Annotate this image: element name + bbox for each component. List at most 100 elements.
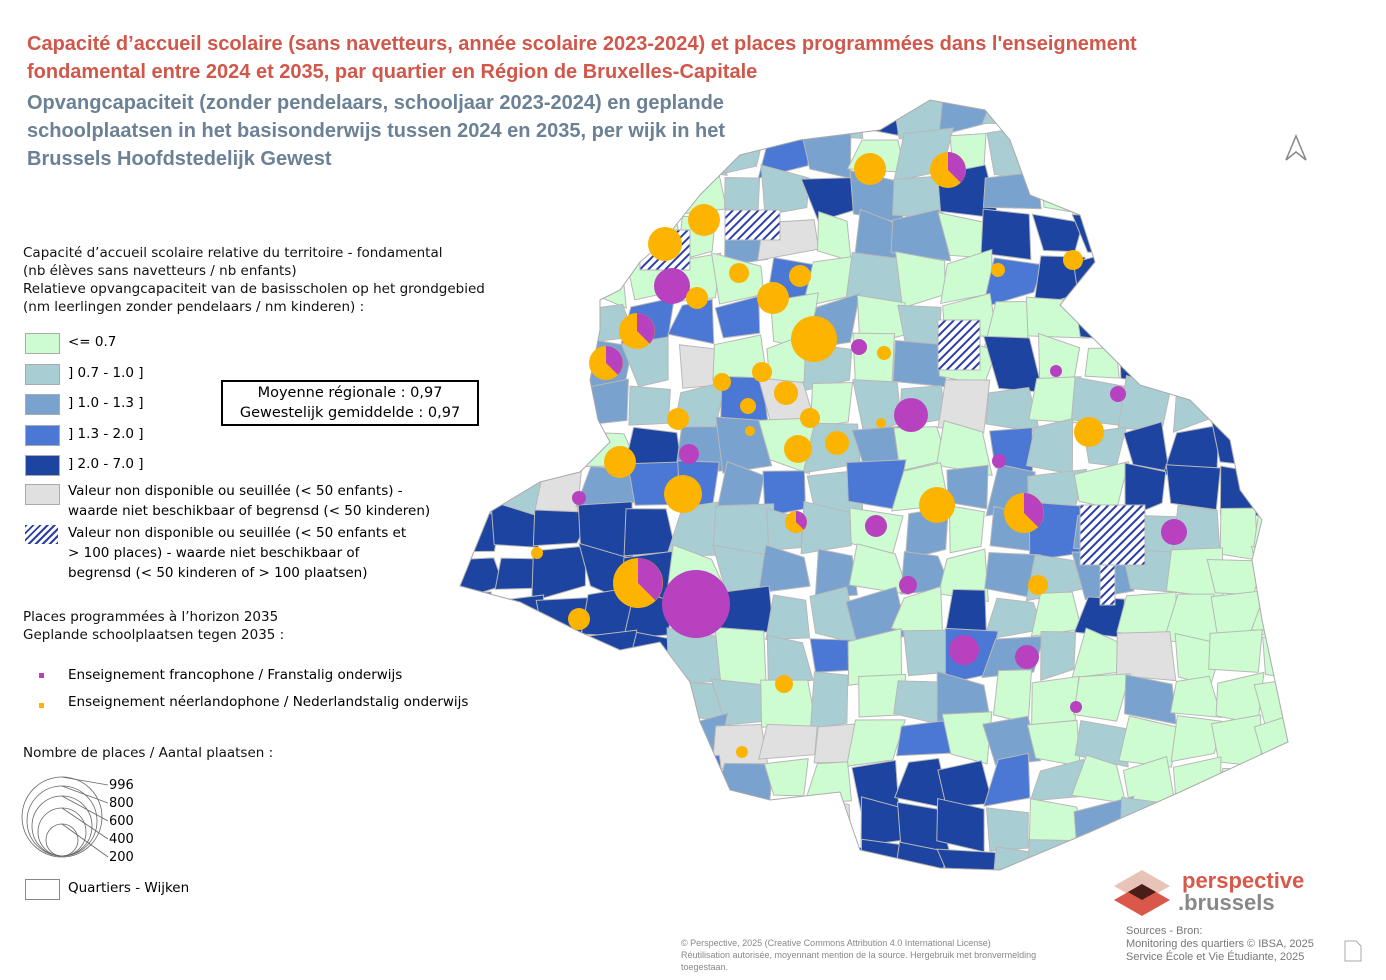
quartier[interactable] bbox=[578, 166, 628, 214]
quartier[interactable] bbox=[1205, 122, 1263, 172]
quartier[interactable] bbox=[447, 416, 498, 466]
quartier[interactable] bbox=[800, 500, 863, 555]
places-circle-nl[interactable] bbox=[1028, 575, 1048, 595]
quartier[interactable] bbox=[1073, 673, 1131, 722]
quartier[interactable] bbox=[575, 256, 627, 309]
quartier[interactable] bbox=[986, 124, 1037, 181]
quartier[interactable] bbox=[1115, 631, 1177, 682]
quartier[interactable] bbox=[1210, 82, 1263, 134]
quartier[interactable] bbox=[533, 463, 583, 514]
quartier[interactable] bbox=[1208, 176, 1258, 215]
quartier[interactable] bbox=[1125, 177, 1175, 224]
quartier[interactable] bbox=[765, 807, 816, 850]
quartier[interactable] bbox=[860, 838, 903, 885]
quartier[interactable] bbox=[1074, 130, 1123, 171]
quartier[interactable] bbox=[486, 416, 545, 478]
quartier[interactable] bbox=[531, 545, 587, 603]
quartier[interactable] bbox=[1262, 125, 1312, 181]
quartier[interactable] bbox=[623, 508, 677, 557]
quartier[interactable] bbox=[451, 169, 498, 215]
places-circle-nl[interactable] bbox=[919, 487, 955, 523]
quartier[interactable] bbox=[487, 290, 537, 348]
quartier[interactable] bbox=[442, 85, 495, 140]
quartier[interactable] bbox=[667, 805, 729, 852]
quartier[interactable] bbox=[1262, 292, 1305, 348]
quartier[interactable] bbox=[489, 175, 545, 210]
quartier[interactable] bbox=[488, 259, 540, 301]
places-circle-nl[interactable] bbox=[825, 431, 849, 455]
quartier[interactable] bbox=[903, 629, 953, 677]
quartier[interactable] bbox=[1214, 382, 1260, 419]
quartier[interactable] bbox=[626, 723, 676, 758]
quartier[interactable] bbox=[1255, 377, 1300, 429]
places-circle-nl[interactable] bbox=[740, 398, 756, 414]
quartier[interactable] bbox=[805, 95, 864, 140]
quartier[interactable] bbox=[533, 758, 584, 804]
quartier[interactable] bbox=[817, 211, 852, 262]
quartier[interactable] bbox=[1026, 839, 1088, 890]
quartier[interactable] bbox=[493, 669, 545, 718]
quartier[interactable] bbox=[1250, 587, 1302, 633]
quartier[interactable] bbox=[492, 760, 546, 813]
quartier[interactable] bbox=[441, 557, 505, 601]
quartier[interactable] bbox=[1124, 263, 1178, 310]
places-circle-nl[interactable] bbox=[774, 381, 798, 405]
places-circle-nl[interactable] bbox=[757, 282, 789, 314]
quartier[interactable] bbox=[532, 82, 594, 142]
places-circle-nl[interactable] bbox=[854, 153, 886, 185]
quartier[interactable] bbox=[1256, 471, 1311, 509]
quartier[interactable] bbox=[715, 416, 773, 474]
places-circle-nl[interactable] bbox=[1074, 417, 1104, 447]
quartier[interactable] bbox=[1118, 715, 1180, 768]
quartier[interactable] bbox=[845, 85, 899, 136]
quartier[interactable] bbox=[1262, 248, 1312, 299]
quartier[interactable] bbox=[1030, 591, 1083, 637]
hatched-quartier[interactable] bbox=[937, 319, 981, 371]
quartier[interactable] bbox=[1264, 164, 1311, 226]
quartier[interactable] bbox=[813, 846, 865, 895]
places-circle-nl[interactable] bbox=[729, 263, 749, 283]
quartier[interactable] bbox=[937, 760, 994, 808]
places-circle-fr[interactable] bbox=[1110, 386, 1126, 402]
quartier[interactable] bbox=[444, 753, 496, 807]
quartier[interactable] bbox=[1121, 133, 1177, 169]
places-circle-fr[interactable] bbox=[992, 454, 1006, 468]
quartier[interactable] bbox=[1168, 303, 1217, 347]
places-circle-fr[interactable] bbox=[1015, 645, 1039, 669]
quartier[interactable] bbox=[1117, 81, 1176, 132]
places-circle-fr[interactable] bbox=[899, 576, 917, 594]
document-icon[interactable] bbox=[1344, 940, 1362, 962]
quartier[interactable] bbox=[1169, 675, 1223, 719]
quartier[interactable] bbox=[890, 208, 952, 262]
quartier[interactable] bbox=[1250, 545, 1310, 600]
places-circle-nl[interactable] bbox=[667, 408, 689, 430]
quartier[interactable] bbox=[757, 544, 811, 594]
quartier[interactable] bbox=[629, 761, 680, 799]
quartier[interactable] bbox=[538, 123, 590, 178]
places-circle-fr[interactable] bbox=[865, 515, 887, 537]
quartier[interactable] bbox=[578, 89, 632, 132]
places-circle-fr[interactable] bbox=[679, 444, 699, 464]
quartier[interactable] bbox=[587, 800, 636, 853]
quartier[interactable] bbox=[982, 171, 1042, 210]
quartier[interactable] bbox=[587, 125, 628, 175]
quartier[interactable] bbox=[1119, 796, 1169, 853]
quartier[interactable] bbox=[894, 251, 946, 309]
quartier[interactable] bbox=[935, 420, 993, 477]
quartier[interactable] bbox=[937, 379, 991, 434]
quartier[interactable] bbox=[1174, 217, 1224, 253]
quartier[interactable] bbox=[1074, 83, 1131, 126]
quartier[interactable] bbox=[1206, 559, 1264, 596]
quartier[interactable] bbox=[628, 173, 683, 221]
places-circle-nl[interactable] bbox=[789, 265, 811, 287]
places-circle-fr[interactable] bbox=[662, 570, 730, 638]
quartier[interactable] bbox=[1117, 213, 1176, 263]
quartier[interactable] bbox=[448, 806, 498, 854]
places-circle-nl[interactable] bbox=[800, 408, 820, 428]
quartier[interactable] bbox=[1214, 249, 1269, 295]
quartier[interactable] bbox=[535, 375, 586, 423]
quartier[interactable] bbox=[630, 836, 681, 894]
places-circle-nl[interactable] bbox=[648, 227, 682, 261]
quartier[interactable] bbox=[1252, 90, 1312, 141]
quartier[interactable] bbox=[485, 341, 545, 390]
